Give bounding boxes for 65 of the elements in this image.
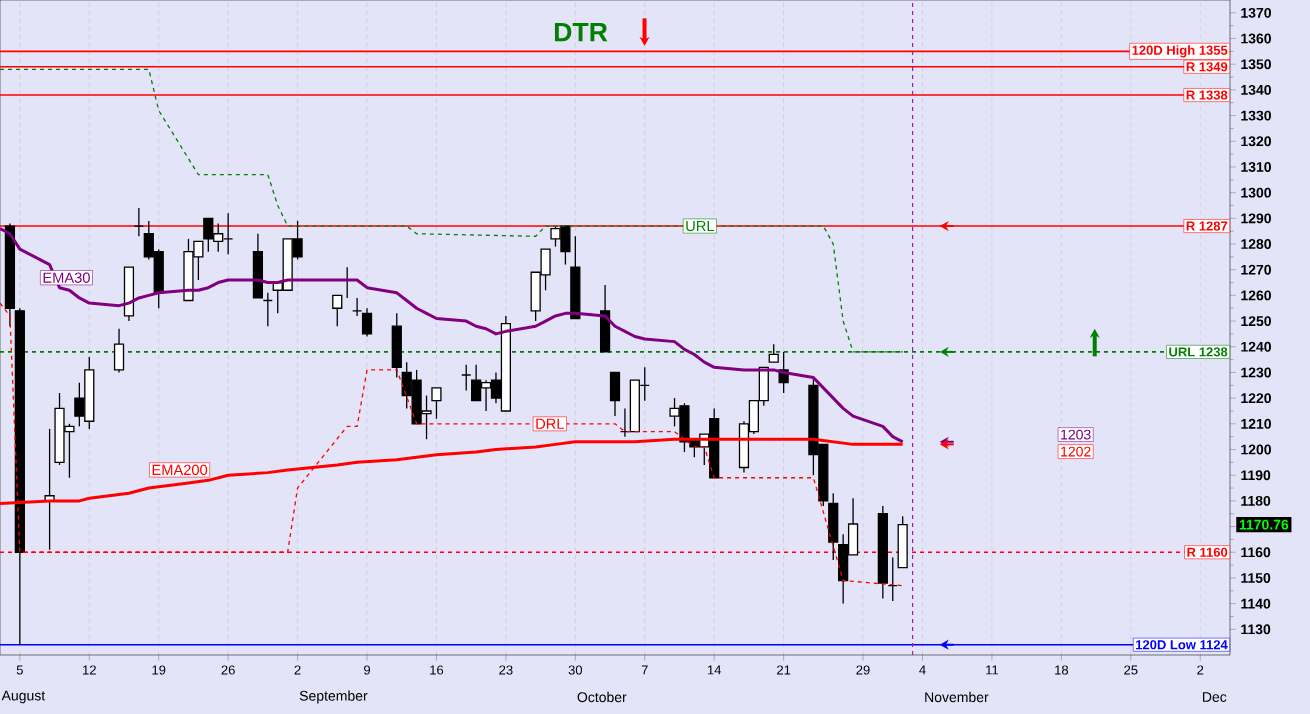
- ref-line-label: URL 1238: [1169, 347, 1228, 357]
- y-tick-label: 1260: [1241, 290, 1271, 301]
- y-tick-label: 1320: [1241, 136, 1271, 147]
- text: 1170.76: [1239, 519, 1289, 530]
- ref-line-label: R 1349: [1186, 62, 1228, 72]
- ref-line-label: R 1160: [1187, 547, 1228, 557]
- y-tick-label: 1180: [1241, 495, 1271, 506]
- x-tick-label: 16: [430, 665, 444, 675]
- x-tick-label: 9: [364, 665, 371, 675]
- y-tick-label: 1280: [1241, 239, 1271, 249]
- ref-line-label: R 1287: [1186, 221, 1228, 231]
- x-tick-label: 23: [499, 665, 513, 675]
- series-label: EMA200: [152, 464, 208, 476]
- ref-line-label: R 1338: [1186, 90, 1228, 100]
- x-tick-label: 21: [777, 665, 791, 675]
- y-tick-label: 1310: [1241, 162, 1271, 172]
- series-label: DRL: [536, 418, 564, 429]
- y-tick-label: 1250: [1241, 316, 1271, 327]
- y-tick-label: 1160: [1241, 547, 1271, 558]
- candlestick: [361, 307, 373, 338]
- x-tick-label: 11: [986, 665, 999, 675]
- y-tick-label: 1210: [1241, 418, 1271, 429]
- y-tick-label: 1150: [1241, 572, 1271, 583]
- candlestick: [431, 387, 442, 420]
- candlestick: [332, 294, 343, 327]
- x-tick-label: 14: [707, 665, 722, 675]
- series-label: EMA30: [43, 272, 90, 283]
- y-tick-label: 1200: [1241, 444, 1271, 455]
- y-tick-label: 1190: [1241, 470, 1271, 481]
- y-tick-label: 1290: [1241, 213, 1271, 224]
- y-tick-label: 1340: [1241, 84, 1271, 95]
- text: November: [925, 691, 989, 703]
- annotation: DTR: [554, 22, 608, 42]
- x-tick-label: 12: [83, 665, 96, 675]
- text: October: [577, 691, 627, 703]
- y-tick-label: 1240: [1241, 341, 1271, 352]
- x-tick-label: 29: [856, 665, 870, 675]
- x-tick-label: 2: [294, 665, 301, 675]
- x-tick-label: 26: [221, 665, 235, 675]
- y-tick-label: 1350: [1241, 59, 1271, 70]
- y-tick-label: 1220: [1241, 393, 1271, 404]
- annotation: 1202: [1061, 446, 1091, 457]
- annotation: 1203: [1061, 429, 1091, 440]
- y-tick-label: 1130: [1241, 624, 1271, 635]
- y-tick-label: 1270: [1241, 264, 1271, 275]
- ref-line-label: 120D High 1355: [1132, 45, 1228, 58]
- text: Dec: [1203, 692, 1227, 702]
- y-tick-label: 1330: [1241, 110, 1271, 121]
- y-tick-label: 1140: [1241, 598, 1271, 609]
- x-tick-label: 4: [919, 665, 926, 675]
- x-tick-label: 30: [568, 665, 583, 675]
- x-tick-label: 25: [1124, 665, 1138, 675]
- x-tick-label: 18: [1055, 665, 1069, 675]
- y-tick-label: 1230: [1241, 367, 1271, 378]
- ref-line-label: 120D Low 1124: [1136, 640, 1228, 650]
- x-tick-label: 19: [152, 665, 166, 675]
- y-tick-label: 1360: [1241, 33, 1271, 44]
- y-tick-label: 1370: [1241, 7, 1271, 18]
- x-tick-label: 2: [1197, 665, 1204, 675]
- x-tick-label: 7: [641, 665, 648, 675]
- text: August: [1, 690, 46, 704]
- text: September: [299, 690, 368, 704]
- y-tick-label: 1300: [1241, 187, 1271, 198]
- series-label: URL: [686, 220, 715, 232]
- x-tick-label: 5: [16, 665, 23, 675]
